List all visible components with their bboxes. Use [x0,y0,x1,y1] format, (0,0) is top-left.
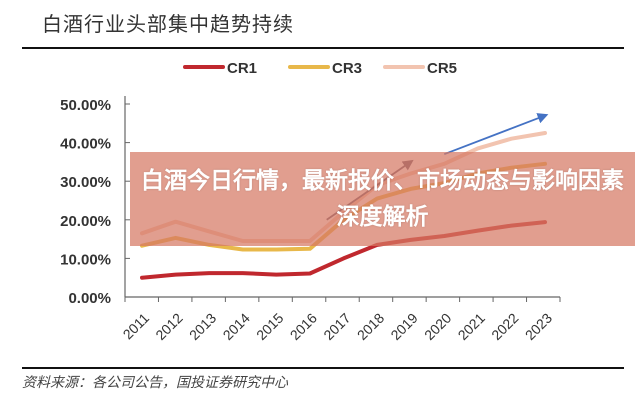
legend-label-cr1: CR1 [227,60,257,77]
trend-arrow [443,113,549,156]
legend-label-cr5: CR5 [427,60,457,77]
x-tick-label: 2023 [522,310,555,343]
headline-text: 白酒今日行情，最新报价、市场动态与影响因素深度解析 [141,168,624,230]
y-tick-label: 0.00% [68,290,111,307]
chart-title: 白酒行业头部集中趋势持续 [42,12,294,36]
x-tick-label: 2012 [152,310,185,343]
y-tick-label: 40.00% [60,136,111,153]
x-tick-label: 2017 [320,310,353,343]
bottom-rule [22,367,624,369]
x-tick-label: 2011 [120,310,153,343]
x-tick-label: 2019 [387,310,420,343]
x-tick-label: 2020 [421,310,454,343]
legend-label-cr3: CR3 [332,60,362,77]
x-tick-label: 2022 [488,310,521,343]
x-tick-label: 2018 [354,310,387,343]
source-note: 资料来源：各公司公告，国投证券研究中心 [22,375,288,391]
x-tick-label: 2015 [253,310,286,343]
x-tick-label: 2014 [220,310,253,343]
headline-banner: 白酒今日行情，最新报价、市场动态与影响因素深度解析 [130,152,635,246]
x-tick-label: 2021 [455,310,488,343]
x-tick-label: 2016 [287,310,320,343]
y-tick-label: 20.00% [60,213,111,230]
x-tick-label: 2013 [186,310,219,343]
y-tick-label: 10.00% [60,251,111,268]
y-tick-label: 30.00% [60,174,111,191]
top-rule [22,47,624,49]
y-tick-label: 50.00% [60,97,111,114]
